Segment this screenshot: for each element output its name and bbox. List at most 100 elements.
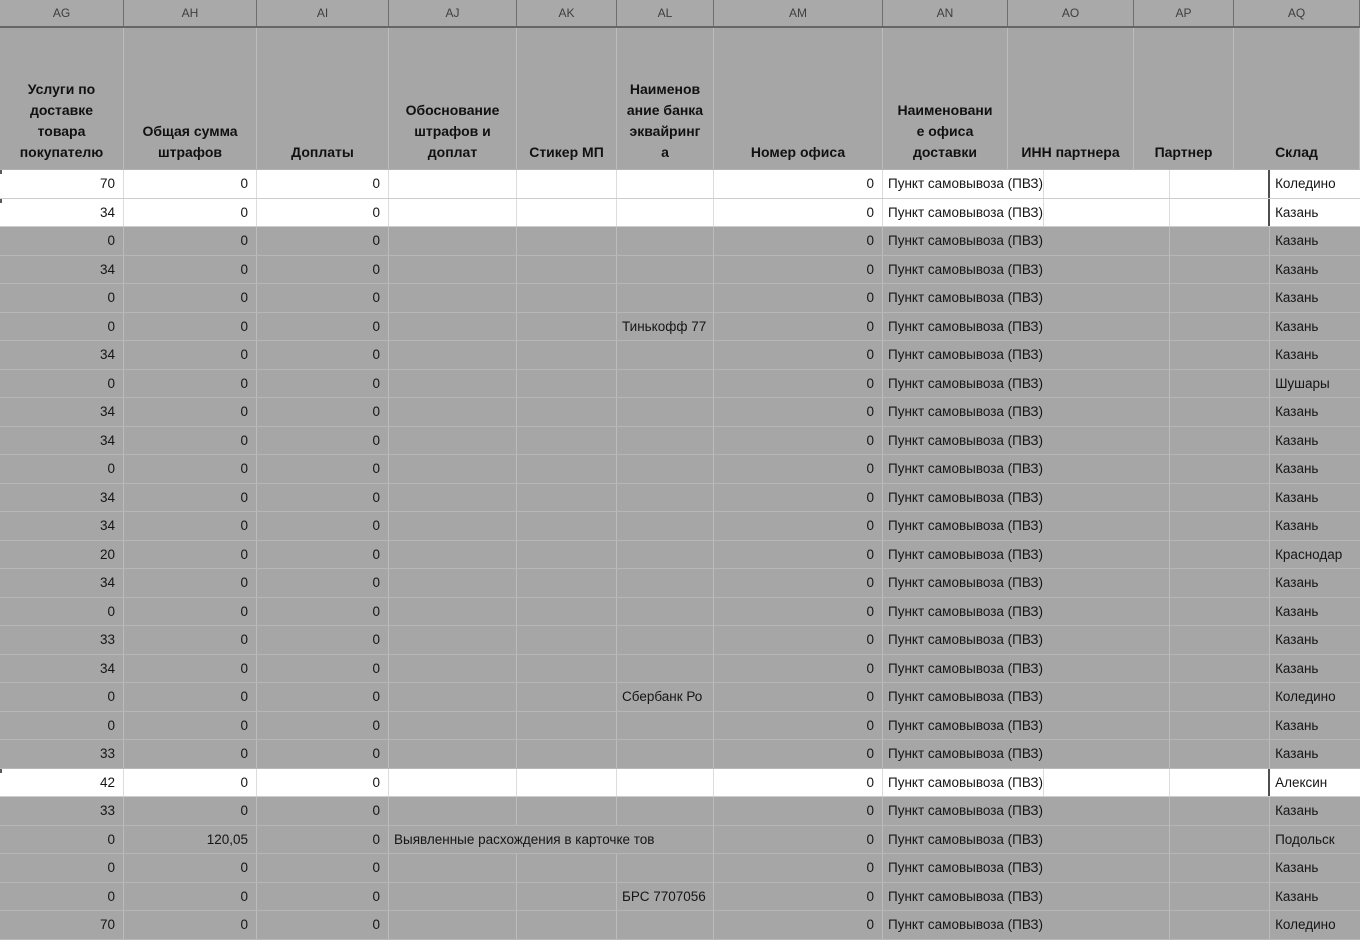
table-row[interactable]: 0 0 0 Тинькофф 77 0 Пункт самовывоза (ПВЗ) Каз… <box>0 312 1360 341</box>
cell-am[interactable]: 0 <box>714 825 883 853</box>
cell-aq[interactable]: Казань <box>1270 655 1360 683</box>
table-row[interactable]: 70 0 0 0 Пункт самовывоза (ПВЗ) Коледино <box>0 911 1360 940</box>
field-header-ao[interactable]: ИНН партнера <box>1008 28 1134 169</box>
cell-ao[interactable] <box>1044 740 1171 768</box>
cell-al[interactable]: БРС 7707056 <box>617 882 714 910</box>
cell-am[interactable]: 0 <box>714 198 883 226</box>
cell-aj[interactable] <box>389 312 517 340</box>
table-row[interactable]: 0 0 0 0 Пункт самовывоза (ПВЗ) Казань <box>0 711 1360 740</box>
cell-ao[interactable] <box>1044 512 1171 540</box>
cell-aj[interactable] <box>389 369 517 397</box>
cell-ao[interactable] <box>1044 882 1171 910</box>
cell-ah[interactable]: 0 <box>124 284 257 312</box>
cell-ak[interactable] <box>517 426 617 454</box>
cell-al[interactable] <box>617 540 714 568</box>
cell-an[interactable]: Пункт самовывоза (ПВЗ) <box>883 598 1044 626</box>
column-letter-ai[interactable]: AI <box>257 0 389 26</box>
cell-an[interactable]: Пункт самовывоза (ПВЗ) <box>883 256 1044 284</box>
field-header-ai[interactable]: Доплаты <box>257 28 389 169</box>
cell-am[interactable]: 0 <box>714 312 883 340</box>
cell-ah[interactable]: 0 <box>124 654 257 682</box>
cell-aq[interactable]: Казань <box>1270 256 1360 284</box>
cell-an[interactable]: Пункт самовывоза (ПВЗ) <box>883 455 1044 483</box>
table-row[interactable]: 70 0 0 0 Пункт самовывоза (ПВЗ) Коледино <box>0 170 1360 199</box>
cell-aj[interactable] <box>389 882 517 910</box>
cell-an[interactable]: Пункт самовывоза (ПВЗ) <box>883 398 1044 426</box>
cell-aq[interactable]: Казань <box>1270 626 1360 654</box>
cell-al[interactable] <box>617 255 714 283</box>
cell-aq[interactable]: Подольск <box>1270 826 1360 854</box>
table-row[interactable]: 33 0 0 0 Пункт самовывоза (ПВЗ) Казань <box>0 626 1360 655</box>
cell-ai[interactable]: 0 <box>257 540 389 568</box>
cell-ai[interactable]: 0 <box>257 170 389 198</box>
cell-ag[interactable]: 34 <box>0 654 124 682</box>
table-row[interactable]: 34 0 0 0 Пункт самовывоза (ПВЗ) Казань <box>0 654 1360 683</box>
cell-ah[interactable]: 0 <box>124 569 257 597</box>
cell-am[interactable]: 0 <box>714 711 883 739</box>
cell-ao[interactable] <box>1044 683 1171 711</box>
cell-al[interactable] <box>617 198 714 226</box>
cell-aq[interactable]: Казань <box>1270 341 1360 369</box>
cell-aj[interactable] <box>389 227 517 255</box>
cell-ao[interactable] <box>1044 227 1171 255</box>
cell-ag[interactable]: 70 <box>0 911 124 939</box>
column-letter-aq[interactable]: AQ <box>1234 0 1360 26</box>
cell-aj[interactable] <box>389 198 517 226</box>
cell-ap[interactable] <box>1170 569 1271 597</box>
table-row[interactable]: 0 0 0 Сбербанк Ро 0 Пункт самовывоза (ПВЗ) Кол… <box>0 683 1360 712</box>
cell-am[interactable]: 0 <box>714 882 883 910</box>
cell-aq[interactable]: Казань <box>1270 598 1360 626</box>
cell-ak[interactable] <box>517 911 617 939</box>
cell-al[interactable] <box>617 483 714 511</box>
cell-al[interactable] <box>617 341 714 369</box>
cell-aq[interactable]: Казань <box>1270 883 1360 911</box>
cell-ah[interactable]: 0 <box>124 312 257 340</box>
cell-ai[interactable]: 0 <box>257 227 389 255</box>
cell-aq[interactable]: Краснодар <box>1270 541 1360 569</box>
cell-ap[interactable] <box>1170 797 1271 825</box>
cell-aj[interactable] <box>389 426 517 454</box>
cell-ao[interactable] <box>1044 797 1171 825</box>
cell-ao[interactable] <box>1044 768 1171 796</box>
cell-ag[interactable]: 33 <box>0 797 124 825</box>
cell-an[interactable]: Пункт самовывоза (ПВЗ) <box>883 170 1045 198</box>
cell-ap[interactable] <box>1170 170 1271 198</box>
cell-an[interactable]: Пункт самовывоза (ПВЗ) <box>883 683 1044 711</box>
cell-am[interactable]: 0 <box>714 455 883 483</box>
cell-am[interactable]: 0 <box>714 255 883 283</box>
cell-ah[interactable]: 0 <box>124 455 257 483</box>
cell-al[interactable] <box>617 455 714 483</box>
cell-am[interactable]: 0 <box>714 768 883 796</box>
cell-ah[interactable]: 0 <box>124 369 257 397</box>
cell-ao[interactable] <box>1044 911 1171 939</box>
cell-aj[interactable] <box>389 654 517 682</box>
table-row[interactable]: 34 0 0 0 Пункт самовывоза (ПВЗ) Казань <box>0 255 1360 284</box>
table-row[interactable]: 34 0 0 0 Пункт самовывоза (ПВЗ) Казань <box>0 198 1360 227</box>
cell-aq[interactable]: Коледино <box>1270 683 1360 711</box>
cell-ap[interactable] <box>1170 255 1271 283</box>
cell-ag[interactable]: 0 <box>0 455 124 483</box>
cell-aj[interactable] <box>389 740 517 768</box>
cell-aq[interactable]: Казань <box>1270 455 1360 483</box>
cell-ai[interactable]: 0 <box>257 768 389 796</box>
cell-ap[interactable] <box>1170 540 1271 568</box>
cell-ap[interactable] <box>1170 683 1271 711</box>
cell-ao[interactable] <box>1044 711 1171 739</box>
cell-am[interactable]: 0 <box>714 426 883 454</box>
cell-ah[interactable]: 0 <box>124 854 257 882</box>
cell-ai[interactable]: 0 <box>257 483 389 511</box>
cell-ak[interactable] <box>517 569 617 597</box>
cell-an[interactable]: Пункт самовывоза (ПВЗ) <box>883 768 1045 796</box>
cell-ah[interactable]: 0 <box>124 170 257 198</box>
cell-an[interactable]: Пункт самовывоза (ПВЗ) <box>883 655 1044 683</box>
cell-aj[interactable] <box>389 597 517 625</box>
cell-aq[interactable]: Казань <box>1270 284 1360 312</box>
cell-ag[interactable]: 0 <box>0 227 124 255</box>
cell-ao[interactable] <box>1044 483 1171 511</box>
cell-an[interactable]: Пункт самовывоза (ПВЗ) <box>883 569 1044 597</box>
cell-ah[interactable]: 0 <box>124 797 257 825</box>
cell-aq[interactable]: Алексин <box>1270 769 1360 797</box>
cell-am[interactable]: 0 <box>714 654 883 682</box>
cell-ao[interactable] <box>1044 569 1171 597</box>
cell-ao[interactable] <box>1044 540 1171 568</box>
